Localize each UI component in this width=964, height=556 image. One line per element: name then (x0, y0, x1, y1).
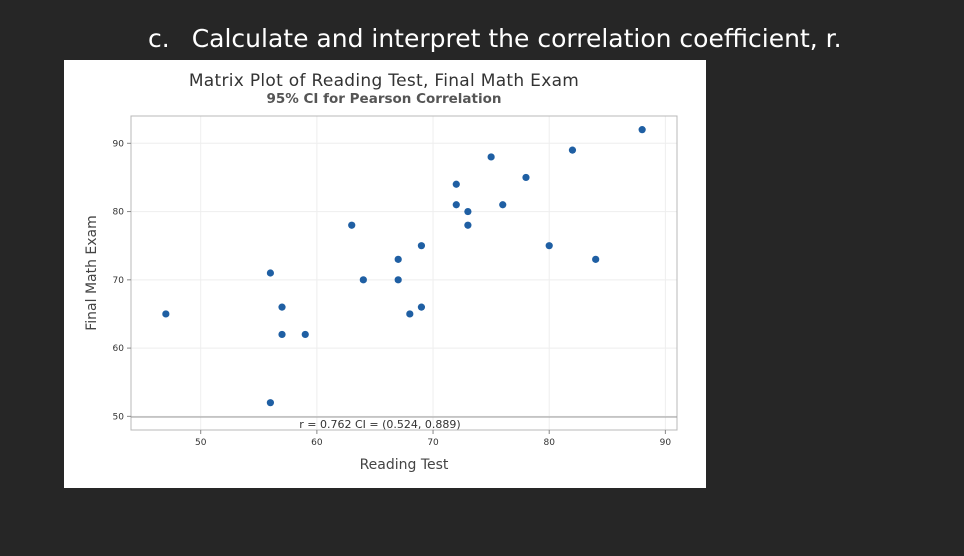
item-letter: c. (148, 24, 170, 53)
data-point (394, 255, 402, 263)
data-point (499, 201, 507, 209)
axis-ticks: 50 60 70 80 90 50 60 70 80 90 (113, 139, 672, 448)
grid (131, 116, 677, 430)
y-tick-label: 70 (113, 276, 125, 286)
correlation-annotation-box: r = 0.762 CI = (0.524, 0.889) (131, 416, 677, 431)
data-point (394, 276, 402, 284)
x-axis-label: Reading Test (360, 457, 449, 473)
y-tick-label: 60 (113, 344, 125, 354)
x-tick-label: 60 (311, 438, 323, 448)
data-point (417, 242, 426, 250)
chart-subtitle: 95% CI for Pearson Correlation (267, 91, 502, 107)
data-point (266, 399, 275, 407)
data-point (417, 303, 426, 311)
data-point (406, 310, 414, 318)
data-point (592, 255, 600, 263)
data-point (487, 153, 495, 161)
data-point (568, 146, 577, 154)
data-point (278, 303, 286, 311)
plot-frame (130, 115, 678, 431)
data-point (359, 276, 367, 284)
scatter-chart: Matrix Plot of Reading Test, Final Math … (84, 71, 678, 473)
y-tick-label: 50 (113, 412, 125, 422)
data-point (301, 330, 309, 339)
chart-title: Matrix Plot of Reading Test, Final Math … (189, 71, 579, 91)
data-point (452, 180, 460, 188)
chart-panel: Matrix Plot of Reading Test, Final Math … (64, 60, 706, 488)
data-point (266, 269, 275, 277)
data-point (464, 221, 472, 229)
data-point (638, 126, 646, 134)
slide-heading: c. Calculate and interpret the correlatio… (148, 24, 842, 53)
y-tick-label: 90 (113, 139, 125, 149)
x-tick-label: 90 (660, 438, 672, 448)
data-point (162, 310, 170, 318)
data-point (452, 201, 460, 209)
x-tick-label: 80 (543, 438, 555, 448)
x-tick-label: 50 (195, 438, 207, 448)
instruction-text: Calculate and interpret the correlation … (191, 24, 842, 53)
data-point (348, 221, 356, 229)
data-point (545, 242, 553, 250)
x-tick-label: 70 (427, 438, 439, 448)
data-point (522, 173, 530, 182)
y-axis-label: Final Math Exam (84, 215, 100, 331)
data-points (162, 126, 646, 407)
correlation-annotation: r = 0.762 CI = (0.524, 0.889) (299, 418, 460, 431)
y-tick-label: 80 (113, 208, 125, 218)
data-point (464, 207, 472, 216)
data-point (278, 330, 286, 339)
